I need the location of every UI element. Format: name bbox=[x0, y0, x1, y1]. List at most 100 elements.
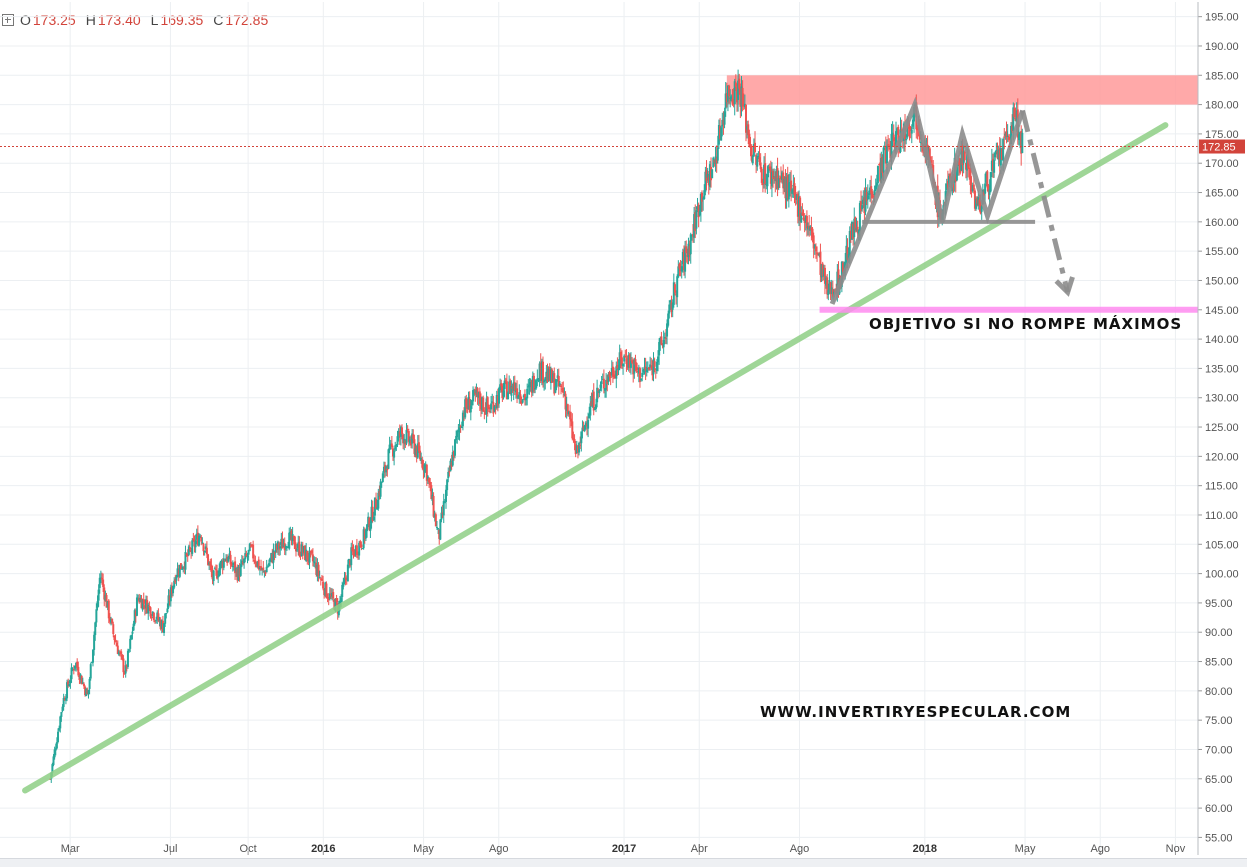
candle-body bbox=[563, 394, 566, 396]
candle-body bbox=[977, 196, 980, 206]
candle-body bbox=[841, 262, 844, 273]
candle-body bbox=[266, 566, 269, 568]
candle-body bbox=[325, 583, 328, 599]
candle-body bbox=[317, 564, 320, 576]
candle-body bbox=[481, 397, 484, 411]
candle-body bbox=[701, 192, 704, 202]
candle-body bbox=[946, 180, 949, 190]
candle-body bbox=[763, 164, 766, 183]
candle-body bbox=[860, 201, 863, 211]
candle-body bbox=[856, 226, 859, 234]
candle-body bbox=[643, 366, 646, 373]
candle-body bbox=[279, 546, 282, 549]
open-label: O bbox=[20, 12, 31, 28]
candle-body bbox=[64, 697, 67, 701]
candle-body bbox=[467, 396, 470, 410]
candle-body bbox=[809, 226, 812, 231]
candle-body bbox=[675, 294, 678, 296]
candle-body bbox=[1012, 107, 1015, 131]
candle-body bbox=[609, 376, 612, 378]
candle-body bbox=[375, 498, 378, 509]
candle-body bbox=[740, 86, 743, 107]
candle-body bbox=[87, 689, 90, 695]
candle-body bbox=[916, 127, 919, 131]
candle-body bbox=[672, 282, 675, 305]
candle-body bbox=[553, 373, 556, 394]
candle-body bbox=[671, 303, 674, 310]
candle-body bbox=[613, 374, 616, 378]
candle-body bbox=[501, 385, 504, 399]
candle-body bbox=[897, 126, 900, 148]
expand-icon[interactable] bbox=[2, 14, 14, 26]
candle-body bbox=[928, 148, 931, 164]
candle-body bbox=[61, 706, 64, 712]
candle-body bbox=[443, 502, 446, 504]
candle-body bbox=[679, 268, 682, 272]
candle-body bbox=[98, 577, 101, 588]
candle-body bbox=[866, 195, 869, 200]
candle-body bbox=[120, 651, 123, 655]
candle-body bbox=[1015, 110, 1018, 124]
candle-body bbox=[188, 547, 191, 550]
candle-body bbox=[349, 559, 352, 566]
candle-body bbox=[642, 370, 645, 372]
candle-body bbox=[248, 543, 251, 552]
candle-body bbox=[168, 595, 171, 601]
candle-body bbox=[246, 556, 249, 558]
candle-body bbox=[837, 269, 840, 293]
candle-body bbox=[208, 562, 211, 565]
candle-body bbox=[980, 206, 983, 212]
candle-body bbox=[305, 549, 308, 561]
candle-body bbox=[231, 566, 234, 568]
candle-body bbox=[491, 401, 494, 403]
candle-body bbox=[808, 225, 811, 230]
candle-body bbox=[598, 389, 601, 394]
candle-body bbox=[182, 566, 185, 569]
candle-body bbox=[398, 431, 401, 437]
bottom-toolbar bbox=[0, 858, 1247, 867]
y-tick-label: 95.00 bbox=[1205, 598, 1233, 610]
candle-body bbox=[141, 599, 144, 610]
candle-body bbox=[645, 369, 648, 372]
candle-body bbox=[567, 411, 570, 415]
candle-body bbox=[619, 351, 622, 360]
candle-body bbox=[451, 452, 454, 466]
candle-body bbox=[865, 192, 868, 201]
x-tick-label: Jul bbox=[163, 843, 177, 855]
candle-body bbox=[782, 172, 785, 189]
candle-body bbox=[235, 568, 238, 572]
candle-body bbox=[615, 366, 618, 379]
y-tick-label: 110.00 bbox=[1205, 510, 1238, 522]
candle-body bbox=[66, 682, 69, 699]
candle-body bbox=[111, 618, 114, 624]
candle-body bbox=[55, 742, 58, 749]
candle-body bbox=[633, 359, 636, 374]
candle-body bbox=[581, 427, 584, 432]
candle-body bbox=[664, 338, 667, 340]
candle-body bbox=[138, 597, 141, 603]
candle-body bbox=[776, 168, 779, 189]
candle-body bbox=[858, 203, 861, 232]
candle-body bbox=[82, 683, 85, 687]
y-tick-label: 100.00 bbox=[1205, 569, 1239, 581]
candle-body bbox=[434, 514, 437, 527]
candle-body bbox=[84, 686, 87, 696]
candle-body bbox=[113, 635, 116, 641]
candle-body bbox=[716, 147, 719, 161]
candle-body bbox=[814, 246, 817, 252]
candle-body bbox=[311, 554, 314, 562]
candle-body bbox=[818, 253, 821, 256]
candle-body bbox=[482, 397, 485, 412]
candle-body bbox=[207, 554, 210, 565]
candle-body bbox=[857, 230, 860, 236]
candle-body bbox=[580, 431, 583, 444]
candle-body bbox=[274, 543, 277, 553]
candle-body bbox=[146, 599, 149, 614]
candle-body bbox=[855, 227, 858, 231]
candle-body bbox=[693, 214, 696, 238]
candle-body bbox=[377, 492, 380, 509]
candle-body bbox=[360, 544, 363, 548]
candle-body bbox=[528, 384, 531, 388]
candle-body bbox=[712, 157, 715, 168]
